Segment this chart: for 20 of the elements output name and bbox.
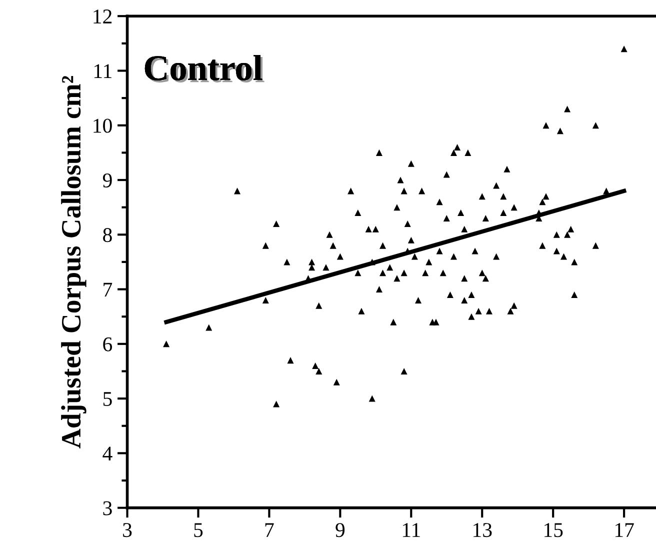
y-tick-label: 7 [104, 282, 112, 297]
y-tick-label: 12 [94, 10, 112, 24]
y-tick-label: 3 [103, 501, 112, 516]
y-tick-label: 4 [102, 446, 112, 460]
y-tick-label: 9 [102, 173, 112, 188]
annotation: Control [144, 54, 264, 82]
x-tick-label: 5 [194, 523, 203, 538]
x-tick-label: 3 [123, 523, 132, 538]
x-tick-label: 13 [474, 523, 492, 538]
x-tick-label: 9 [336, 523, 345, 538]
y-tick-label: 11 [94, 64, 112, 78]
x-tick-label: 15 [544, 523, 563, 538]
x-tick-label: 11 [402, 523, 420, 537]
x-tick-label: 7 [265, 523, 274, 537]
y-tick-label: 6 [103, 337, 112, 352]
y-tick-label: 10 [94, 118, 112, 133]
y-tick-label: 8 [103, 228, 112, 242]
x-tick-label: 17 [615, 523, 634, 537]
y-tick-label: 5 [103, 392, 112, 406]
y-axis-title: Adjusted Corpus Callosum cm² [61, 76, 86, 448]
